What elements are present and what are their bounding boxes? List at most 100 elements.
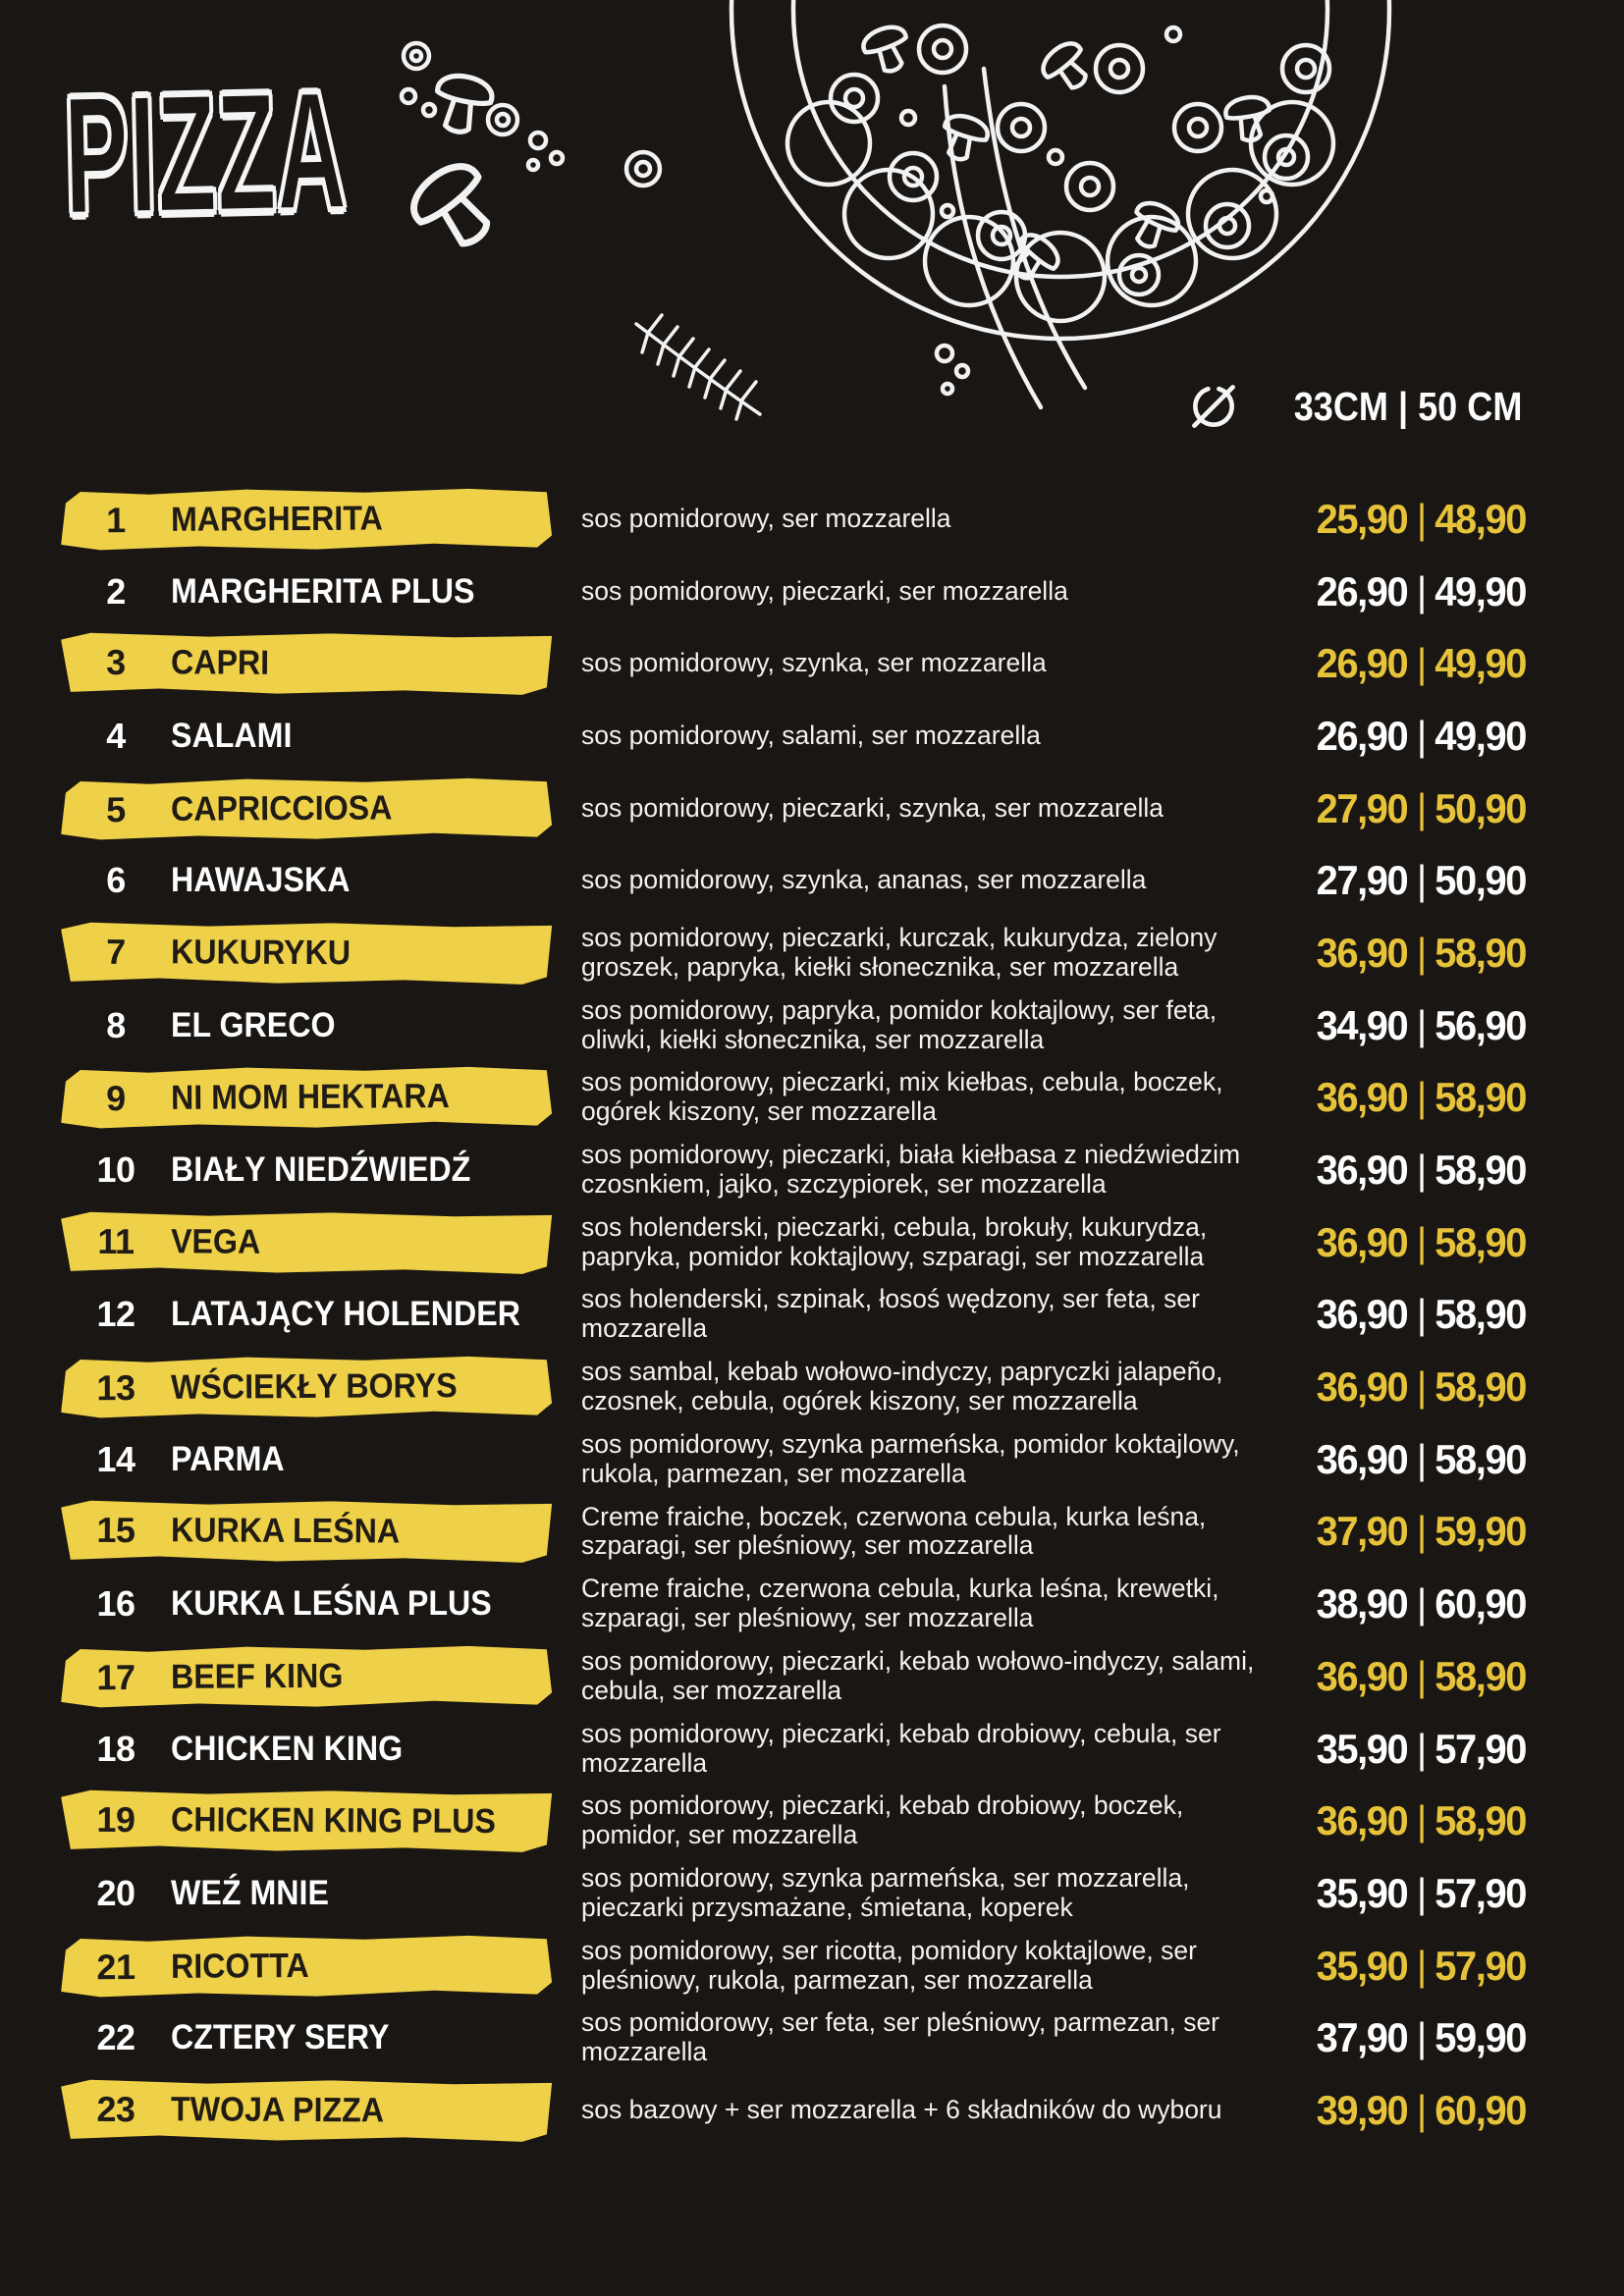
item-name: WEŹ MNIE: [171, 1873, 329, 1912]
item-name-bar: 4 SALAMI: [61, 705, 552, 768]
price-large: 59,90: [1435, 2014, 1527, 2061]
price-large: 57,90: [1435, 1725, 1527, 1772]
item-number: 15: [96, 1510, 135, 1551]
item-name: CHICKEN KING PLUS: [170, 1800, 497, 1842]
item-name: PARMA: [171, 1439, 285, 1478]
item-number: 9: [106, 1078, 126, 1119]
item-description: sos holenderski, szpinak, łosoś wędzony,…: [581, 1284, 1200, 1344]
item-number: 12: [96, 1294, 135, 1335]
menu-item-row: 8 EL GRECO sos pomidorowy, papryka, pomi…: [61, 989, 1527, 1062]
item-prices: 36,90 | 58,90: [1298, 1797, 1528, 1844]
price-separator: |: [1416, 1435, 1427, 1482]
price-small: 26,90: [1316, 712, 1409, 759]
menu-item-row: 3 CAPRI sos pomidorowy, szynka, ser mozz…: [61, 627, 1528, 700]
price-large: 49,90: [1435, 712, 1527, 759]
item-name: MARGHERITA: [170, 499, 383, 539]
item-number: 7: [106, 931, 126, 973]
price-large: 58,90: [1435, 1363, 1527, 1411]
price-separator: |: [1416, 1797, 1427, 1844]
price-large: 57,90: [1435, 1869, 1527, 1916]
item-number: 11: [97, 1220, 135, 1261]
menu-item-row: 22 CZTERY SERY sos pomidorowy, ser feta,…: [61, 2002, 1528, 2074]
price-small: 26,90: [1316, 640, 1409, 687]
menu-item-row: 11 VEGA sos holenderski, pieczarki, cebu…: [61, 1206, 1528, 1279]
price-large: 58,90: [1435, 1218, 1527, 1265]
price-large: 50,90: [1435, 857, 1527, 904]
item-prices: 36,90 | 58,90: [1298, 1218, 1528, 1266]
price-separator: |: [1416, 712, 1427, 759]
item-number: 14: [96, 1438, 135, 1479]
item-number: 10: [96, 1149, 135, 1191]
item-number: 18: [96, 1728, 135, 1769]
price-large: 48,90: [1435, 495, 1527, 542]
menu-item-row: 17 BEEF KING sos pomidorowy, pieczarki, …: [61, 1640, 1527, 1713]
menu-item-row: 16 KURKA LEŚNA PLUS Creme fraiche, czerw…: [61, 1568, 1528, 1640]
item-name: LATAJĄCY HOLENDER: [171, 1295, 521, 1334]
item-prices: 35,90 | 57,90: [1298, 1725, 1528, 1773]
price-large: 56,90: [1435, 1001, 1527, 1048]
item-prices: 35,90 | 57,90: [1298, 1869, 1528, 1917]
item-name-bar: 20 WEŹ MNIE: [61, 1862, 552, 1925]
item-prices: 35,90 | 57,90: [1298, 1942, 1528, 1990]
item-description: sos pomidorowy, pieczarki, ser mozzarell…: [581, 575, 1068, 606]
item-description: sos pomidorowy, pieczarki, biała kiełbas…: [581, 1140, 1241, 1200]
item-name-bar: 12 LATAJĄCY HOLENDER: [61, 1283, 552, 1346]
item-name: BEEF KING: [170, 1656, 344, 1696]
item-name: HAWAJSKA: [171, 861, 351, 900]
price-small: 35,90: [1316, 1725, 1409, 1772]
item-name-bar: 23 TWOJA PIZZA: [61, 2078, 552, 2144]
price-large: 49,90: [1435, 640, 1527, 687]
item-prices: 38,90 | 60,90: [1298, 1580, 1528, 1628]
mushroom-icon: [410, 73, 495, 247]
item-name-bar: 16 KURKA LEŚNA PLUS: [61, 1573, 552, 1635]
item-description: sos pomidorowy, ser mozzarella: [581, 503, 951, 533]
item-name-bar: 18 CHICKEN KING: [61, 1718, 552, 1781]
price-separator: |: [1416, 857, 1427, 904]
price-separator: |: [1416, 1580, 1427, 1628]
item-name-bar: 10 BIAŁY NIEDŹWIEDŹ: [61, 1139, 552, 1201]
price-large: 58,90: [1435, 1074, 1527, 1121]
price-small: 39,90: [1316, 2086, 1409, 2133]
item-number: 5: [106, 788, 126, 829]
menu-item-row: 18 CHICKEN KING sos pomidorowy, pieczark…: [61, 1713, 1528, 1786]
item-prices: 37,90 | 59,90: [1298, 2014, 1528, 2061]
pepperoni-toppings: [828, 23, 1332, 297]
item-name: VEGA: [170, 1221, 261, 1261]
item-description: sos pomidorowy, papryka, pomidor koktajl…: [581, 994, 1218, 1054]
price-separator: |: [1416, 2014, 1427, 2061]
item-name: KURKA LEŚNA: [170, 1511, 401, 1551]
item-description: sos pomidorowy, pieczarki, kebab drobiow…: [581, 1790, 1184, 1850]
price-separator: |: [1416, 567, 1427, 614]
item-description: sos pomidorowy, szynka parmeńska, pomido…: [581, 1428, 1240, 1488]
item-number: 3: [106, 642, 126, 683]
price-small: 27,90: [1316, 784, 1409, 831]
item-description: sos pomidorowy, salami, ser mozzarella: [581, 720, 1041, 750]
item-prices: 26,90 | 49,90: [1298, 640, 1528, 687]
menu-item-row: 7 KUKURYKU sos pomidorowy, pieczarki, ku…: [61, 917, 1527, 989]
item-prices: 27,90 | 50,90: [1298, 857, 1528, 904]
item-name-bar: 21 RICOTTA: [61, 1933, 552, 1999]
price-separator: |: [1416, 1291, 1427, 1338]
item-number: 20: [96, 1872, 135, 1913]
price-large: 58,90: [1435, 1797, 1527, 1844]
item-description: sos pomidorowy, szynka, ser mozzarella: [581, 648, 1047, 678]
price-small: 36,90: [1316, 1147, 1409, 1194]
item-name-bar: 5 CAPRICCIOSA: [61, 775, 552, 841]
item-name-bar: 9 NI MOM HEKTARA: [61, 1065, 552, 1131]
item-number: 17: [96, 1656, 135, 1698]
price-large: 50,90: [1435, 784, 1527, 831]
price-large: 57,90: [1435, 1942, 1527, 1989]
menu-item-row: 21 RICOTTA sos pomidorowy, ser ricotta, …: [61, 1930, 1528, 2002]
price-separator: |: [1416, 1652, 1427, 1699]
price-small: 35,90: [1316, 1869, 1409, 1916]
menu-item-row: 9 NI MOM HEKTARA sos pomidorowy, pieczar…: [61, 1062, 1527, 1135]
item-name-bar: 11 VEGA: [61, 1209, 552, 1275]
price-separator: |: [1416, 1942, 1427, 1989]
item-name: SALAMI: [171, 716, 293, 755]
price-small: 35,90: [1316, 1942, 1409, 1989]
item-prices: 26,90 | 49,90: [1298, 712, 1528, 760]
item-name-bar: 15 KURKA LEŚNA: [61, 1499, 552, 1565]
price-small: 36,90: [1316, 1435, 1409, 1482]
item-prices: 37,90 | 59,90: [1298, 1508, 1528, 1555]
menu-item-row: 20 WEŹ MNIE sos pomidorowy, szynka parme…: [61, 1857, 1528, 1930]
